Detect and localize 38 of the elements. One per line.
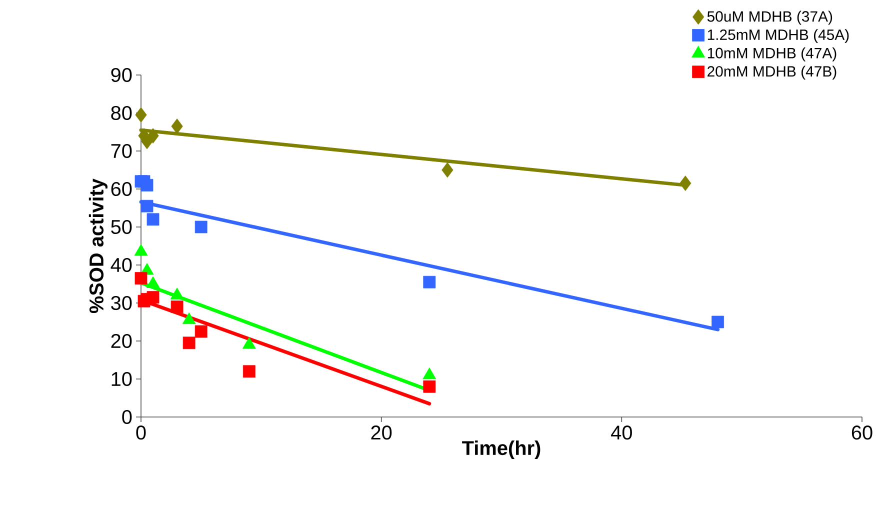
point xyxy=(147,128,159,144)
y-tick-label: 20 xyxy=(111,334,132,348)
point xyxy=(135,107,147,123)
point xyxy=(170,300,184,313)
x-tick-label: 20 xyxy=(371,426,392,440)
y-tick-label: 90 xyxy=(111,68,132,82)
y-tick-label: 10 xyxy=(112,372,132,386)
x-tick-label: 60 xyxy=(852,426,872,440)
legend-label: 20mM MDHB (47B) xyxy=(708,66,836,80)
legend-label: 10mM MDHB (47A) xyxy=(708,47,836,62)
point xyxy=(423,380,436,393)
y-axis-title: %SOD activity xyxy=(88,178,108,314)
point xyxy=(146,291,160,304)
y-tick-label: 0 xyxy=(122,410,132,424)
y-tick-label: 40 xyxy=(110,258,132,272)
point xyxy=(146,213,160,226)
y-tick-label: 70 xyxy=(111,144,132,158)
y-tick-label: 30 xyxy=(111,296,132,310)
x-axis-title: Time(hr) xyxy=(462,440,540,460)
x-tick-label: 40 xyxy=(611,426,632,440)
point xyxy=(140,178,154,192)
legend-label: 50uM MDHB (37A) xyxy=(707,10,832,25)
point xyxy=(182,336,196,350)
point xyxy=(171,118,183,134)
point xyxy=(242,365,256,378)
y-tick-label: 50 xyxy=(111,220,132,234)
y-tick-label: 60 xyxy=(111,182,132,196)
point xyxy=(140,200,154,212)
point xyxy=(134,272,148,284)
y-tick-label: 80 xyxy=(111,106,132,120)
legend-label: 1.25mM MDHB (45A) xyxy=(708,29,849,44)
point xyxy=(442,162,454,178)
point xyxy=(712,316,724,328)
point xyxy=(194,220,208,234)
x-tick-label: 0 xyxy=(136,426,146,440)
point xyxy=(423,276,436,288)
point xyxy=(680,176,692,191)
point xyxy=(194,325,208,338)
